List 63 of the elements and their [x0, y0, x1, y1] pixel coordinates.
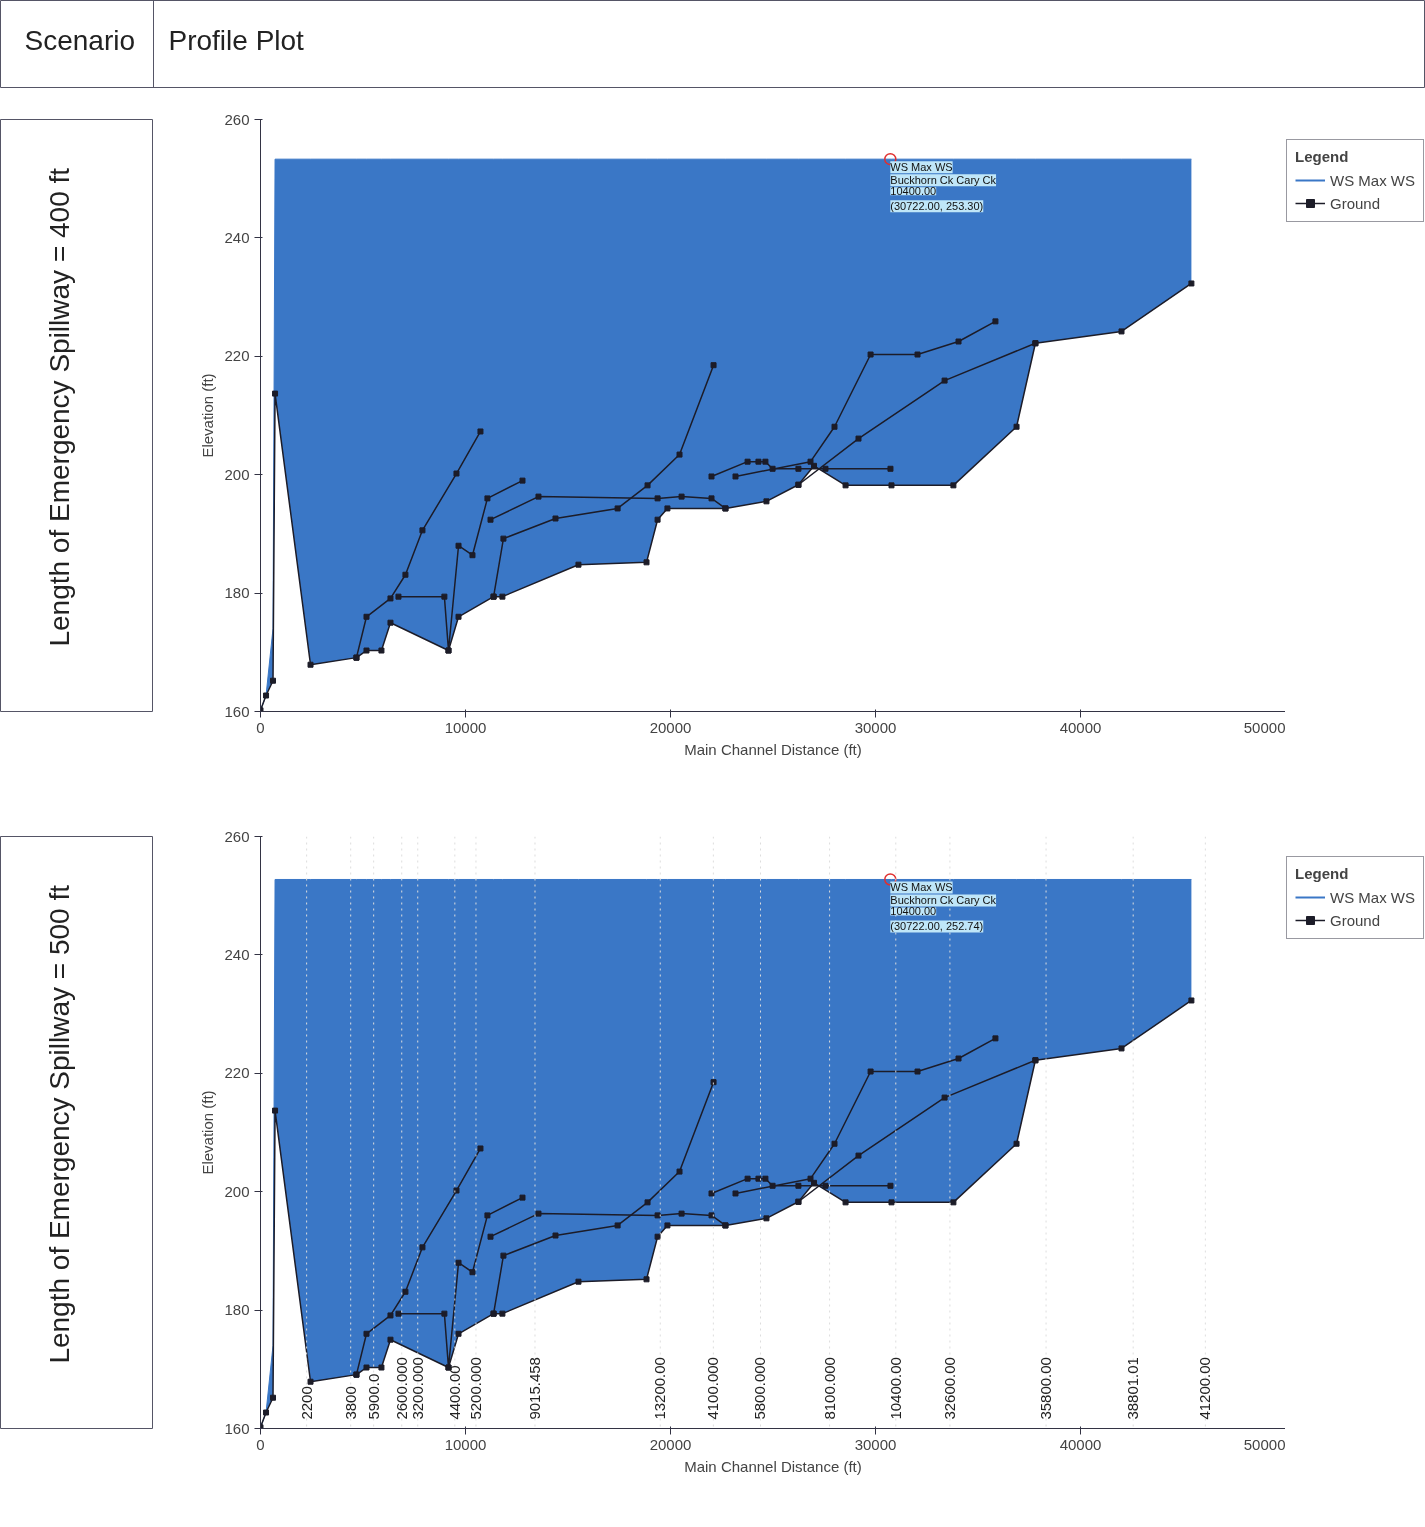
legend-label: Ground: [1330, 194, 1381, 212]
x-tick-label: 0: [256, 718, 265, 736]
x-axis-title: Main Channel Distance (ft): [684, 740, 862, 758]
y-tick-label: 240: [224, 228, 250, 246]
x-tick-label: 0: [256, 1435, 265, 1453]
annotation: 4100.000: [704, 1357, 722, 1420]
annotation: Buckhorn Ck Cary Ck: [890, 174, 997, 187]
annotation: 5800.000: [751, 1357, 769, 1420]
legend-title: Legend: [1295, 865, 1350, 882]
x-tick-label: 10000: [444, 1435, 487, 1453]
annotation: (30722.00, 253.30): [890, 200, 984, 213]
annotation: (30722.00, 252.74): [890, 920, 984, 933]
y-tick-label: 220: [224, 347, 250, 365]
y-tick-label: 180: [224, 584, 250, 602]
annotation: 3200.000: [408, 1357, 426, 1420]
x-tick-label: 20000: [649, 718, 692, 736]
annotation: 38801.01: [1124, 1357, 1142, 1420]
annotation: 41200.00: [1196, 1357, 1214, 1420]
legend-label: WS Max WS: [1330, 888, 1415, 906]
y-tick-label: 240: [224, 945, 250, 963]
text: Profile Plot: [168, 25, 305, 56]
legend-title: Legend: [1295, 148, 1350, 165]
y-tick-label: 160: [224, 1419, 250, 1437]
text: Scenario: [24, 25, 136, 56]
y-tick-label: 220: [224, 1064, 250, 1082]
annotation: 8100.000: [820, 1357, 838, 1420]
annotation: 35800.00: [1037, 1357, 1055, 1420]
annotation: 10400.00: [890, 905, 937, 918]
annotation: 9015.458: [525, 1357, 543, 1420]
annotation: 32600.00: [940, 1357, 958, 1420]
annotation: 2200: [297, 1386, 315, 1420]
annotation: 10400.00: [890, 185, 937, 198]
y-tick-label: 260: [224, 827, 250, 845]
annotation: 3800: [341, 1386, 359, 1420]
legend-label: Ground: [1330, 911, 1381, 929]
annotation: WS Max WS: [890, 161, 953, 174]
y-axis-title: Elevation (ft): [199, 1090, 217, 1175]
y-tick-label: 160: [224, 702, 250, 720]
y-tick-label: 260: [224, 110, 250, 128]
x-tick-label: 30000: [854, 718, 897, 736]
y-tick-label: 200: [224, 1182, 250, 1200]
x-tick-label: 20000: [649, 1435, 692, 1453]
legend-label: WS Max WS: [1330, 171, 1415, 189]
annotation: 10400.00: [886, 1357, 904, 1420]
y-axis-title: Elevation (ft): [199, 373, 217, 458]
y-tick-label: 180: [224, 1301, 250, 1319]
annotation: Buckhorn Ck Cary Ck: [890, 894, 997, 907]
x-tick-label: 50000: [1243, 718, 1286, 736]
annotation: 4400.00: [445, 1365, 463, 1420]
annotation: 5900.0: [364, 1373, 382, 1420]
x-tick-label: 30000: [854, 1435, 897, 1453]
annotation: 2600.000: [392, 1357, 410, 1420]
annotation: 13200.00: [651, 1357, 669, 1420]
y-tick-label: 200: [224, 465, 250, 483]
x-axis-title: Main Channel Distance (ft): [684, 1457, 862, 1475]
annotation: WS Max WS: [890, 881, 953, 894]
x-tick-label: 40000: [1059, 1435, 1102, 1453]
annotation: 5200.000: [466, 1357, 484, 1420]
text: Length of Emergency Spillway = 400 ft: [43, 167, 75, 647]
x-tick-label: 10000: [444, 718, 487, 736]
x-tick-label: 40000: [1059, 718, 1102, 736]
text: Length of Emergency Spillway = 500 ft: [43, 884, 75, 1364]
x-tick-label: 50000: [1243, 1435, 1286, 1453]
